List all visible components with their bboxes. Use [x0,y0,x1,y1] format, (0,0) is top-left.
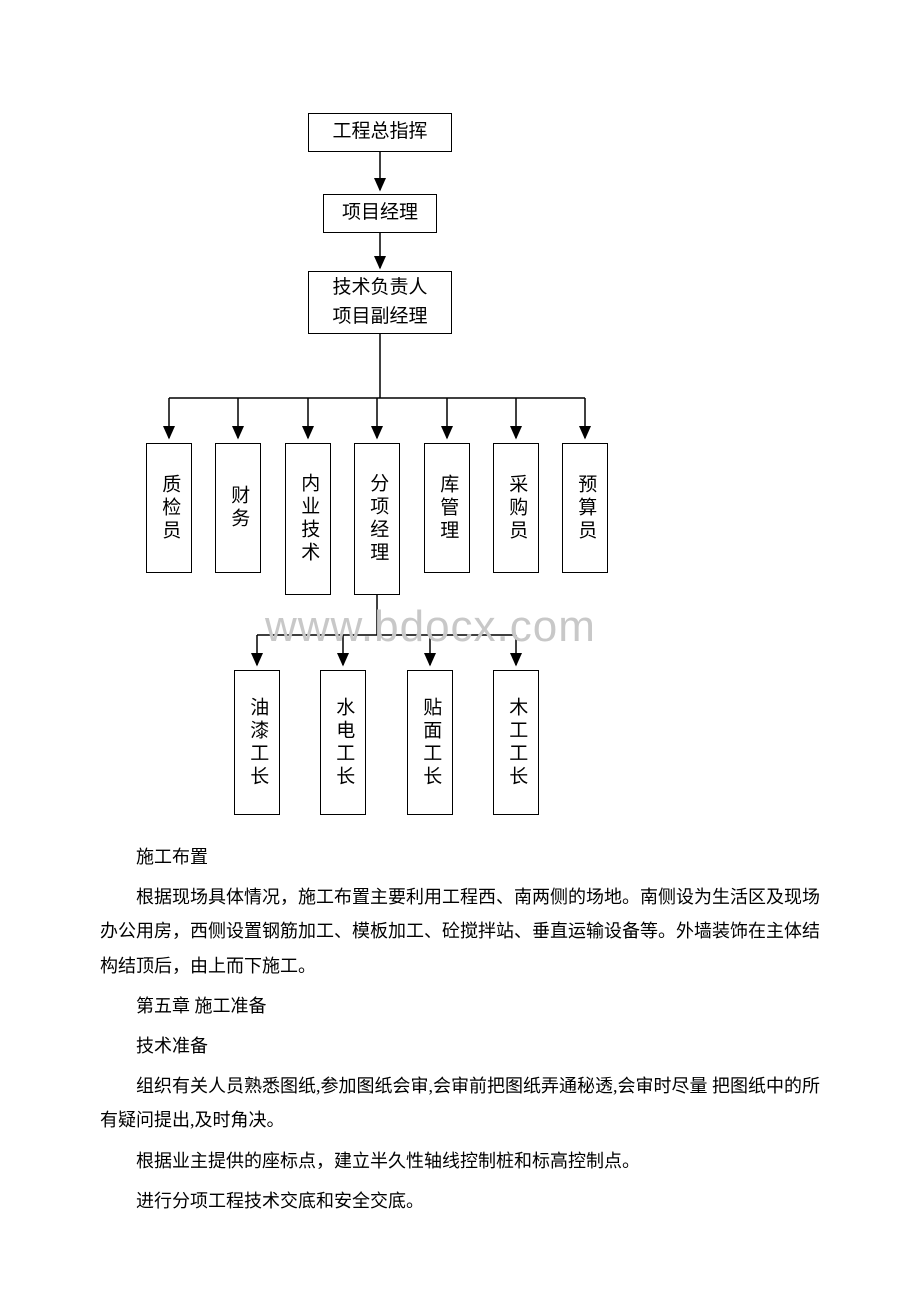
document-text: 施工布置 根据现场具体情况，施工布置主要利用工程西、南两侧的场地。南侧设为生活区… [100,840,820,1224]
label: 内业技术 [295,473,322,565]
box-purchaser: 采购员 [493,443,539,573]
label: 分项经理 [364,473,391,565]
box-carpenter-foreman: 木工工长 [493,670,539,815]
label-line1: 技术负责人 [332,274,427,303]
label: 贴面工长 [417,697,444,789]
heading-chapter5: 第五章 施工准备 [100,989,820,1023]
connector-lines [0,0,920,825]
label: 质检员 [156,474,183,543]
para-briefing: 进行分项工程技术交底和安全交底。 [100,1184,820,1218]
para-coordinates: 根据业主提供的座标点，建立半久性轴线控制桩和标高控制点。 [100,1144,820,1178]
label: 库管理 [434,474,461,543]
label: 预算员 [572,474,599,543]
box-finance: 财务 [215,443,261,573]
label: 采购员 [503,474,530,543]
box-section-manager: 分项经理 [354,443,400,595]
org-chart-diagram: 工程总指挥 项目经理 技术负责人 项目副经理 质检员 财务 内业技术 分项经理 … [0,0,920,825]
box-commander: 工程总指挥 [308,113,452,152]
para-drawings: 组织有关人员熟悉图纸,参加图纸会审,会审前把图纸弄通秘透,会审时尽量 把图纸中的… [100,1069,820,1137]
label: 水电工长 [330,697,357,789]
heading-layout: 施工布置 [100,840,820,874]
box-internal-tech: 内业技术 [285,443,331,595]
para-layout-detail: 根据现场具体情况，施工布置主要利用工程西、南两侧的场地。南侧设为生活区及现场办公… [100,880,820,983]
label: 工程总指挥 [332,119,427,146]
label-line2: 项目副经理 [332,303,427,332]
heading-tech-prep: 技术准备 [100,1029,820,1063]
label: 项目经理 [342,200,418,227]
box-tech-director: 技术负责人 项目副经理 [308,271,452,334]
box-plumbing-foreman: 水电工长 [320,670,366,815]
box-budget: 预算员 [562,443,608,573]
box-project-manager: 项目经理 [323,194,437,233]
box-warehouse: 库管理 [424,443,470,573]
box-paint-foreman: 油漆工长 [234,670,280,815]
label: 木工工长 [503,697,530,789]
box-veneer-foreman: 贴面工长 [407,670,453,815]
label: 财务 [225,485,252,531]
label: 油漆工长 [244,697,271,789]
watermark: www.bdocx.com [265,602,596,652]
box-quality-inspector: 质检员 [146,443,192,573]
